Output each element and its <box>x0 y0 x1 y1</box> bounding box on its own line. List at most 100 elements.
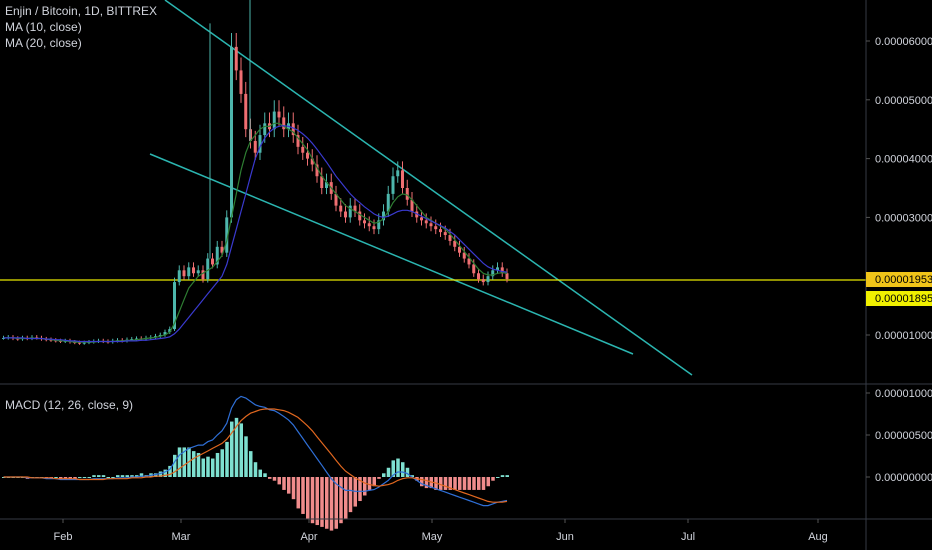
candle-body <box>458 246 461 253</box>
candle-body <box>301 146 305 153</box>
macd-y-tick-label: 0.00001000 <box>875 388 932 400</box>
ma20-line <box>3 125 508 343</box>
candle-body <box>272 111 276 130</box>
x-tick-label: May <box>422 531 443 543</box>
ma10-legend[interactable]: MA (10, close) <box>5 20 82 34</box>
candle-body <box>215 246 219 265</box>
macd-histogram-bar <box>220 449 224 477</box>
macd-histogram-bar <box>244 436 248 477</box>
candle-body <box>462 252 466 259</box>
candle-body <box>211 258 214 265</box>
candle-body <box>35 337 39 339</box>
candle-body <box>282 117 286 130</box>
candle-body <box>372 226 376 230</box>
x-tick-label: Jul <box>681 531 695 543</box>
candle-body <box>434 226 438 230</box>
macd-histogram-bar <box>63 477 68 479</box>
macd-histogram-bar <box>239 423 243 477</box>
candle-body <box>353 205 357 212</box>
candle-body <box>477 273 480 280</box>
candle-body <box>405 188 409 200</box>
macd-histogram-bar <box>192 451 196 477</box>
candle-body <box>291 123 295 136</box>
macd-histogram-bar <box>101 475 106 477</box>
macd-histogram-bar <box>496 477 500 478</box>
macd-histogram-bar <box>358 477 362 502</box>
macd-legend[interactable]: MACD (12, 26, close, 9) <box>5 398 134 412</box>
macd-histogram-bar <box>163 469 167 477</box>
macd-histogram-bar <box>125 475 129 477</box>
candle-body <box>448 235 452 241</box>
ma20-legend[interactable]: MA (20, close) <box>5 36 82 50</box>
candle-body <box>429 223 433 227</box>
moving-average-lines <box>3 122 508 343</box>
candle-body <box>201 270 205 280</box>
candle-body <box>192 267 195 274</box>
macd-y-tick-label: 0.00000500 <box>875 430 932 442</box>
x-tick-label: Apr <box>300 531 317 543</box>
upper-trendline <box>164 0 693 376</box>
macd-histogram-bar <box>154 473 158 477</box>
macd-histogram-bar <box>234 417 239 477</box>
candle-body <box>339 205 343 212</box>
macd-histogram-bar <box>215 452 220 477</box>
macd-histogram-bar <box>301 477 305 514</box>
macd-histogram-bar <box>201 458 205 477</box>
candle-body <box>320 176 324 188</box>
macd-histogram-bar <box>410 475 414 477</box>
macd-histogram-bar <box>348 477 353 513</box>
candle-body <box>334 193 338 206</box>
macd-histogram-bar <box>206 456 210 477</box>
y-tick-label: 0.00003000 <box>875 212 932 224</box>
macd-histogram-bar <box>68 477 72 479</box>
candle-body <box>196 270 200 274</box>
candle-body <box>367 223 371 227</box>
macd-histogram-bar <box>258 469 262 477</box>
candle-body <box>315 164 319 177</box>
candle-body <box>163 332 167 335</box>
candle-body <box>363 220 366 224</box>
candle-body <box>206 258 210 280</box>
candle-body <box>344 211 347 218</box>
macd-histogram-bar <box>97 475 101 477</box>
macd-histogram <box>2 417 509 531</box>
macd-histogram-bar <box>253 462 258 477</box>
macd-histogram-bar <box>263 473 267 477</box>
macd-histogram-bar <box>306 477 310 520</box>
candle-body <box>258 135 262 153</box>
macd-lines <box>3 395 508 507</box>
macd-histogram-bar <box>363 477 367 496</box>
candle-body <box>173 282 176 330</box>
candle-body <box>505 273 509 279</box>
macd-histogram-bar <box>54 477 58 478</box>
candle-body <box>467 258 471 265</box>
macd-histogram-bar <box>310 477 315 524</box>
macd-histogram-bar <box>168 465 172 477</box>
macd-histogram-bar <box>130 475 134 477</box>
candle-body <box>481 279 485 283</box>
y-tick-label: 0.00005000 <box>875 95 932 107</box>
symbol-title[interactable]: Enjin / Bitcoin, 1D, BITTREX <box>5 4 158 18</box>
macd-histogram-bar <box>391 460 395 477</box>
candle-body <box>396 170 400 177</box>
y-tick-label: 0.00004000 <box>875 154 932 166</box>
candle-body <box>253 140 257 153</box>
candle-body <box>230 46 233 218</box>
macd-histogram-bar <box>139 473 144 477</box>
y-tick-label: 0.00001000 <box>875 330 932 342</box>
macd-histogram-bar <box>116 475 120 477</box>
macd-histogram-bar <box>78 477 82 478</box>
macd-y-tick-label: 0.00000000 <box>875 472 932 484</box>
candle-body <box>177 270 181 283</box>
macd-histogram-bar <box>467 477 471 490</box>
candle-body <box>296 135 300 147</box>
candle-body <box>472 264 476 274</box>
candle-body <box>220 246 224 253</box>
candle-body <box>386 193 390 212</box>
current-price-badge <box>866 272 932 287</box>
candle-body <box>244 93 248 130</box>
candle-body <box>401 170 404 188</box>
macd-histogram-bar <box>272 477 277 481</box>
